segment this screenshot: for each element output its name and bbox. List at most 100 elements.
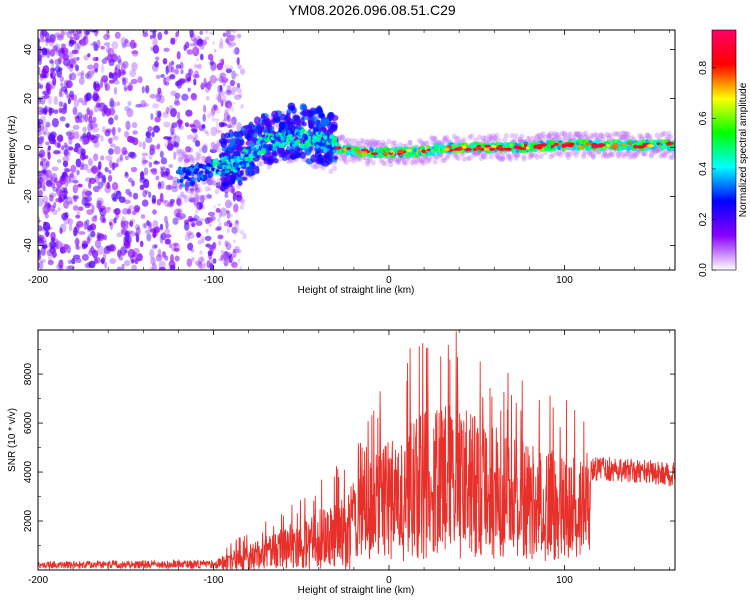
spectrogram-cell	[187, 232, 195, 240]
spectrogram-cell	[101, 108, 106, 117]
spectrogram-cell	[55, 186, 62, 197]
spectrogram-cell	[197, 221, 201, 227]
spectrogram-cell	[88, 260, 96, 269]
spectrogram-cell	[53, 177, 58, 184]
spectrogram-cell	[338, 135, 343, 141]
spectrogram-cell	[38, 66, 41, 75]
spectrogram-cell	[253, 116, 261, 125]
spectrogram-cell	[141, 199, 149, 207]
spectrogram-marks	[38, 30, 675, 270]
spectrogram-cell	[164, 228, 171, 234]
spectrogram-cell	[621, 130, 627, 137]
spectrogram-cell	[662, 153, 668, 159]
spectrogram-cell	[200, 238, 205, 244]
spectrogram-cell	[196, 183, 201, 189]
spectrogram-cell	[169, 201, 174, 207]
spectrogram-cell	[623, 135, 629, 141]
spectrogram-cell	[240, 176, 248, 181]
spectrogram-cell	[54, 43, 60, 53]
spectrogram-cell	[68, 73, 72, 82]
spectrogram-cell	[573, 130, 579, 137]
spectrogram-cell	[166, 175, 174, 181]
spectrogram-cell	[668, 134, 674, 140]
spectrogram-cell	[107, 174, 113, 182]
spectrogram-cell	[193, 184, 197, 190]
spectrogram-cell	[633, 152, 639, 159]
spectrogram-cell	[346, 146, 352, 151]
spectrogram-cell	[163, 215, 168, 223]
spectrogram-cell	[107, 47, 115, 58]
spectrogram-cell	[656, 142, 660, 146]
spectrogram-cell	[172, 180, 178, 189]
spectrogram-cell	[273, 117, 281, 123]
spectrogram-cell	[135, 103, 143, 108]
spectrogram-cell	[214, 143, 218, 149]
spectrogram-cell	[461, 156, 467, 162]
spectrogram-cell	[75, 214, 81, 219]
spectrogram-cell	[188, 68, 192, 78]
spectrogram-cell	[224, 255, 229, 261]
spectrogram-cell	[215, 107, 221, 114]
spectrogram-cell	[517, 136, 523, 143]
spectrogram-cell	[193, 134, 199, 139]
spectrogram-cell	[42, 195, 48, 204]
spectrogram-cell	[86, 236, 91, 245]
spectrogram-cell	[287, 102, 296, 111]
spectrogram-cell	[590, 133, 596, 140]
spectrogram-cell	[197, 187, 203, 193]
spectrogram-cell	[100, 135, 104, 142]
spectrogram-cell	[38, 189, 43, 197]
spectrogram-cell	[581, 132, 587, 138]
spectrogram-cell	[395, 158, 401, 165]
spectrogram-cell	[220, 90, 226, 96]
spectrogram-cell	[91, 68, 96, 75]
spectrogram-cell	[185, 109, 193, 117]
spectrogram-cell	[581, 151, 587, 157]
spectrogram-cell	[612, 131, 618, 137]
spectrogram-cell	[157, 32, 163, 41]
spectrogram-cell	[222, 32, 227, 38]
spectrogram-cell	[58, 259, 64, 269]
spectrogram-cell	[93, 123, 98, 128]
spectrogram-cell	[565, 132, 571, 139]
spectrogram-cell	[237, 64, 243, 70]
snr-xtick-label: 100	[556, 575, 573, 586]
spectrogram-cell	[224, 132, 231, 139]
spectrogram-cell	[148, 161, 153, 168]
spectrogram-cell	[159, 223, 164, 231]
spectrogram-cell	[77, 183, 83, 188]
spectrogram-cell	[49, 59, 54, 64]
spectrogram-cell	[196, 58, 200, 62]
spectrogram-cell	[180, 69, 184, 75]
spectrogram-cell	[168, 104, 175, 113]
spectrogram-cell	[194, 157, 199, 161]
spectrogram-cell	[118, 256, 124, 261]
snr-ytick-label: 6000	[23, 412, 34, 435]
spectrogram-cell	[145, 132, 151, 137]
spectrogram-cell	[359, 137, 365, 144]
spectrogram-cell	[81, 190, 88, 200]
spectrogram-cell	[321, 160, 330, 167]
spectrogram-cell	[272, 147, 278, 151]
spectrogram-cell	[65, 123, 70, 128]
spectrogram-cell	[154, 116, 161, 123]
spectrogram-cell	[187, 242, 194, 251]
spectrogram-cell	[167, 202, 174, 208]
spectrogram-cell	[108, 79, 115, 84]
spectrogram-cell	[130, 258, 135, 264]
spectrogram-cell	[230, 105, 235, 112]
spectrogram-cell	[213, 243, 218, 247]
spectrogram-cell	[480, 135, 486, 141]
spectrogram-cell	[341, 154, 347, 161]
spectrogram-cell	[353, 138, 359, 144]
spectrogram-cell	[134, 258, 139, 265]
spectrogram-cell	[332, 165, 338, 171]
spectrogram-cell	[193, 73, 200, 79]
spectrogram-cell	[63, 196, 69, 201]
spectrogram-cell	[49, 204, 55, 212]
spectrogram-cell	[556, 134, 562, 141]
spectrogram-cell	[164, 233, 172, 239]
spectrogram-cell	[201, 81, 205, 87]
spectrogram-cell	[71, 49, 79, 55]
spectrogram-cell	[345, 137, 351, 143]
